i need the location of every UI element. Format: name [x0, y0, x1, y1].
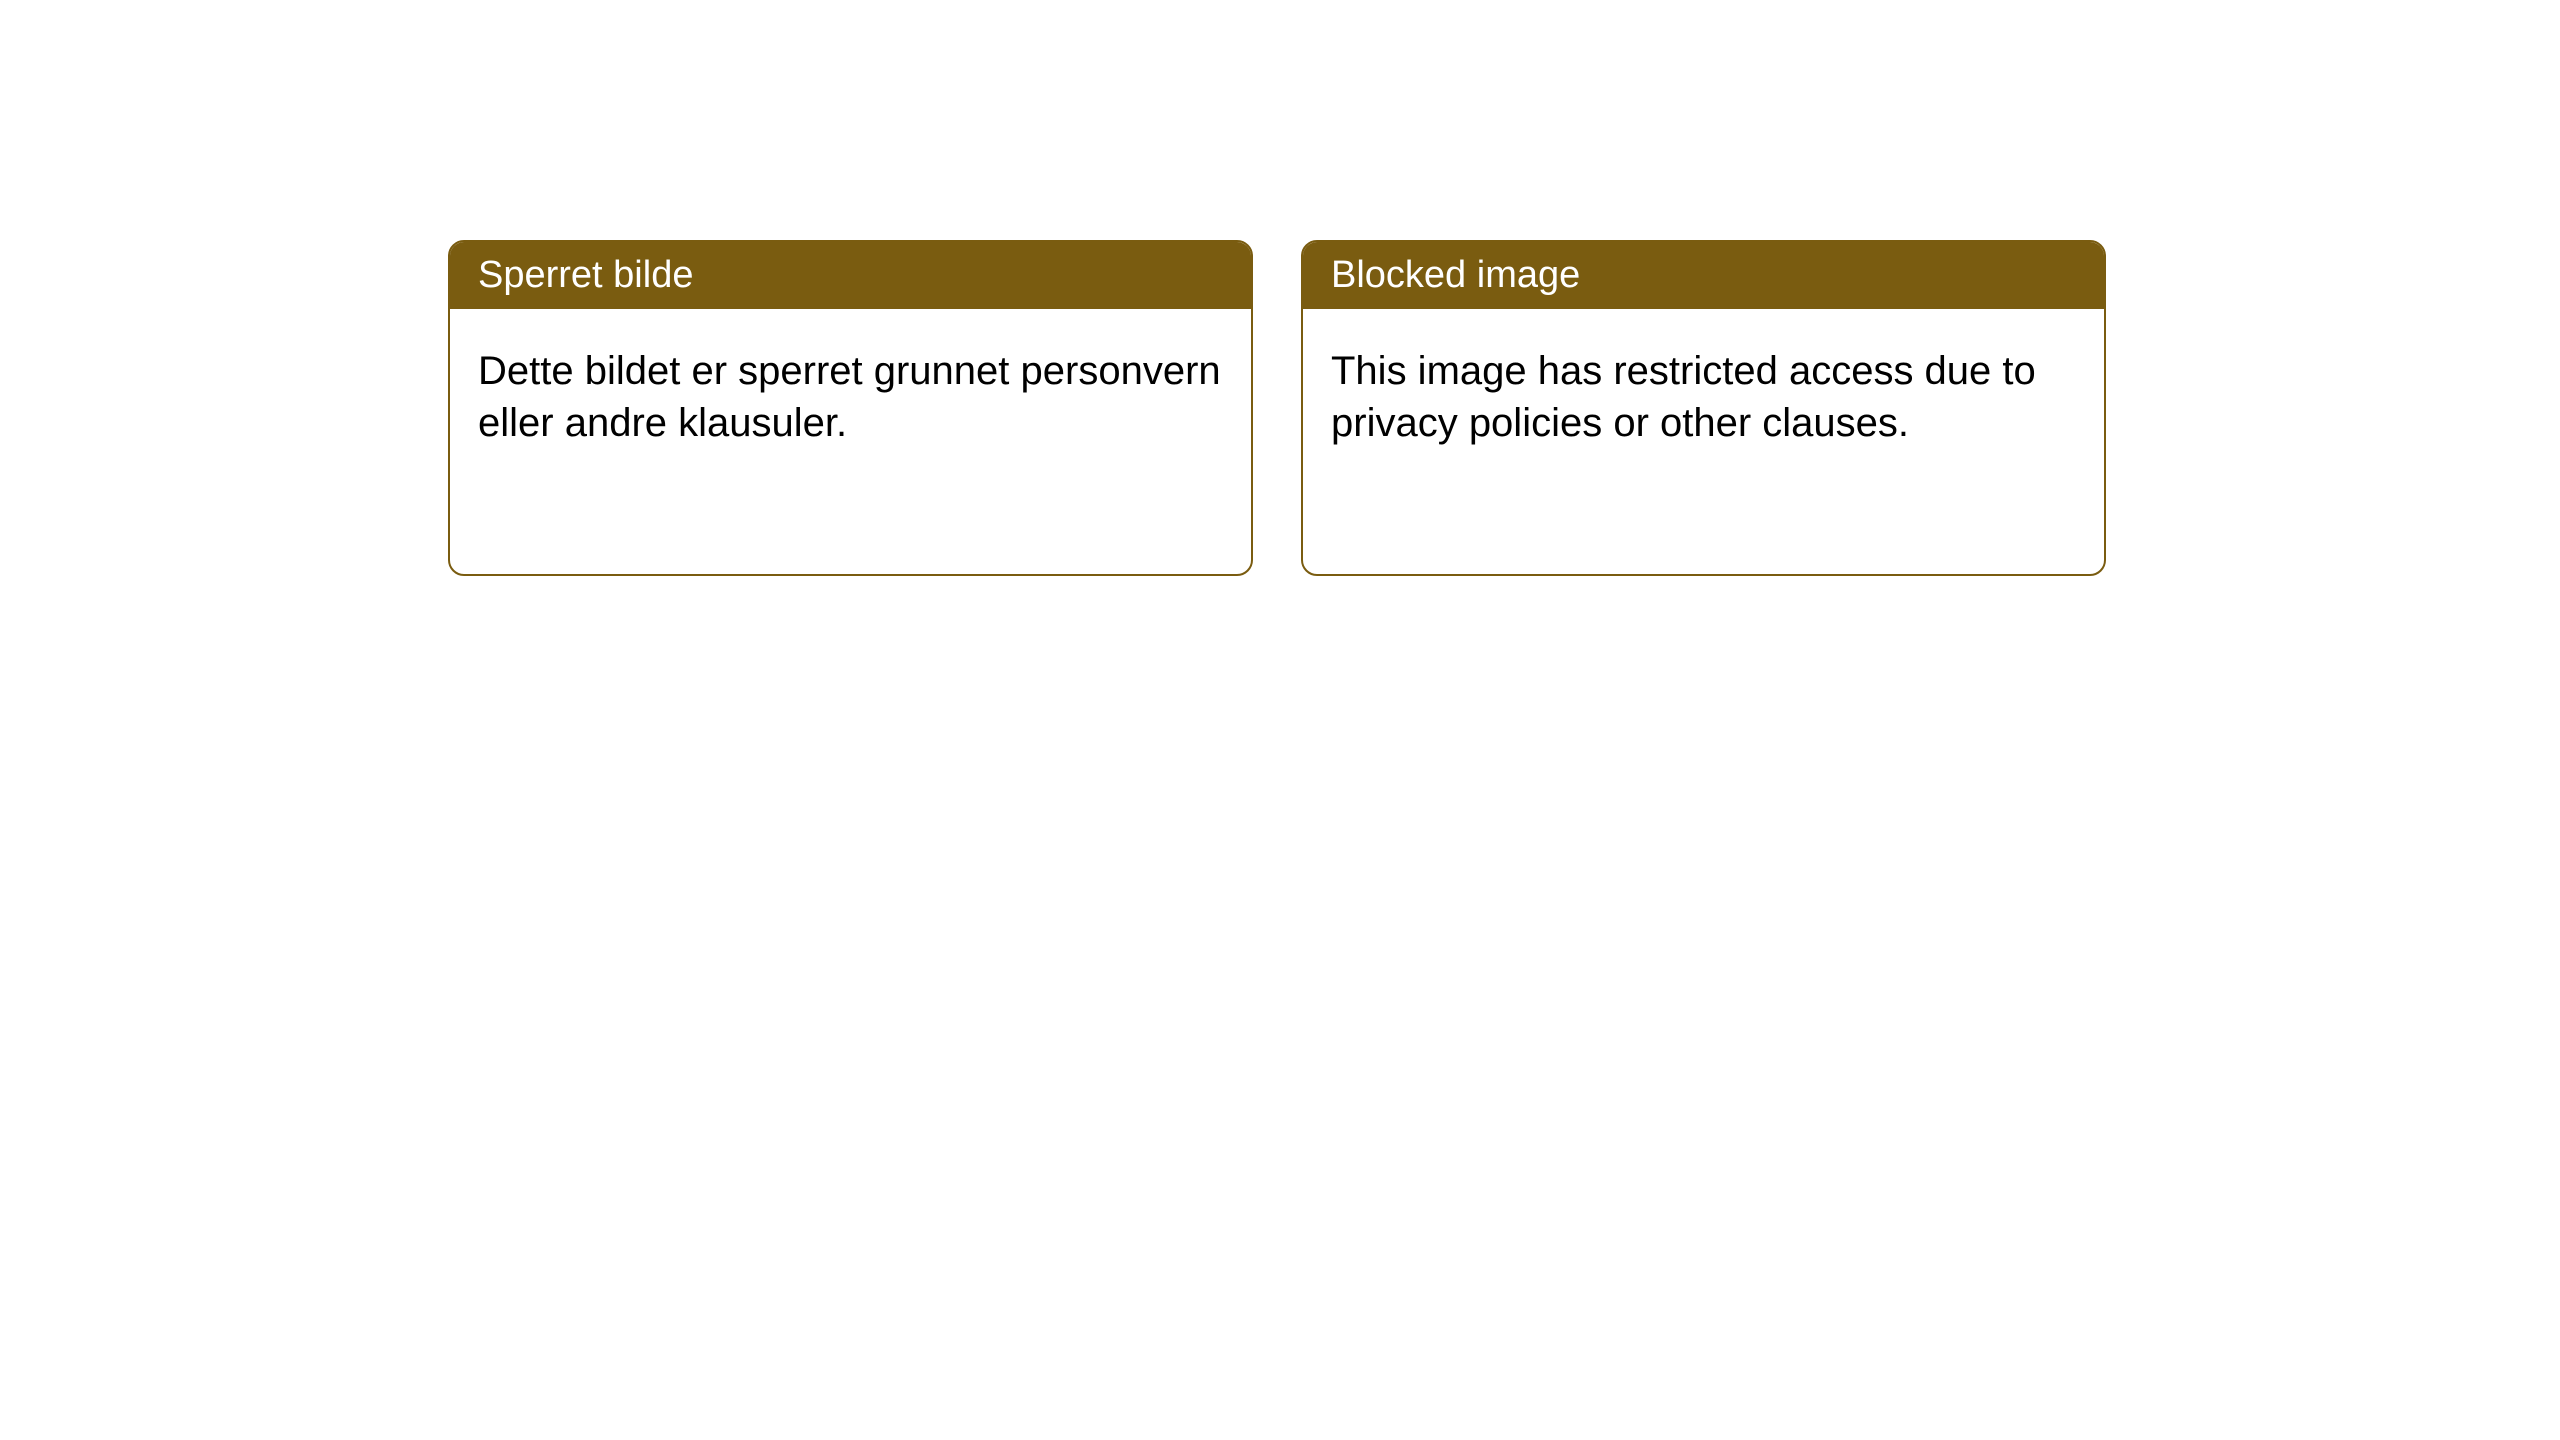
blocked-image-card-no: Sperret bilde Dette bildet er sperret gr… — [448, 240, 1253, 576]
card-title: Sperret bilde — [478, 254, 693, 296]
card-header: Sperret bilde — [450, 242, 1251, 309]
card-message: Dette bildet er sperret grunnet personve… — [478, 349, 1221, 445]
card-header: Blocked image — [1303, 242, 2104, 309]
card-body: This image has restricted access due to … — [1303, 309, 2104, 485]
card-title: Blocked image — [1331, 254, 1580, 296]
blocked-image-card-en: Blocked image This image has restricted … — [1301, 240, 2106, 576]
card-body: Dette bildet er sperret grunnet personve… — [450, 309, 1251, 485]
notice-container: Sperret bilde Dette bildet er sperret gr… — [0, 0, 2560, 576]
card-message: This image has restricted access due to … — [1331, 349, 2036, 445]
